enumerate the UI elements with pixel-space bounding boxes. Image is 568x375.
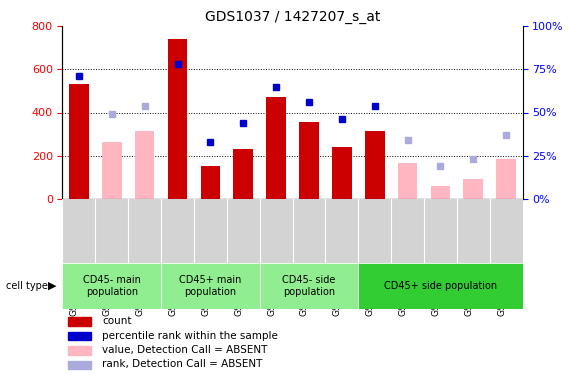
Bar: [62, 262, 161, 309]
Text: value, Detection Call = ABSENT: value, Detection Call = ABSENT: [102, 345, 268, 355]
Bar: [135, 131, 154, 199]
Bar: [68, 317, 91, 326]
Bar: [168, 39, 187, 199]
Bar: [69, 84, 89, 199]
Bar: [68, 332, 91, 340]
Text: CD45- side
population: CD45- side population: [282, 275, 336, 297]
Bar: [431, 186, 450, 199]
Text: CD45- main
population: CD45- main population: [83, 275, 141, 297]
Bar: [463, 179, 483, 199]
Text: percentile rank within the sample: percentile rank within the sample: [102, 331, 278, 340]
Bar: [201, 166, 220, 199]
Bar: [266, 98, 286, 199]
Bar: [68, 346, 91, 355]
Title: GDS1037 / 1427207_s_at: GDS1037 / 1427207_s_at: [205, 10, 380, 24]
Bar: [365, 131, 385, 199]
Bar: [398, 163, 417, 199]
Bar: [68, 361, 91, 369]
Text: rank, Detection Call = ABSENT: rank, Detection Call = ABSENT: [102, 360, 262, 369]
Bar: [102, 142, 122, 199]
Bar: [233, 149, 253, 199]
Text: CD45+ main
population: CD45+ main population: [179, 275, 241, 297]
Text: ▶: ▶: [48, 281, 57, 291]
Bar: [260, 262, 358, 309]
Text: cell type: cell type: [6, 281, 48, 291]
Text: CD45+ side population: CD45+ side population: [384, 281, 497, 291]
Bar: [161, 262, 260, 309]
Bar: [358, 262, 523, 309]
Bar: [332, 147, 352, 199]
Bar: [496, 159, 516, 199]
Bar: [299, 122, 319, 199]
Text: count: count: [102, 316, 132, 326]
